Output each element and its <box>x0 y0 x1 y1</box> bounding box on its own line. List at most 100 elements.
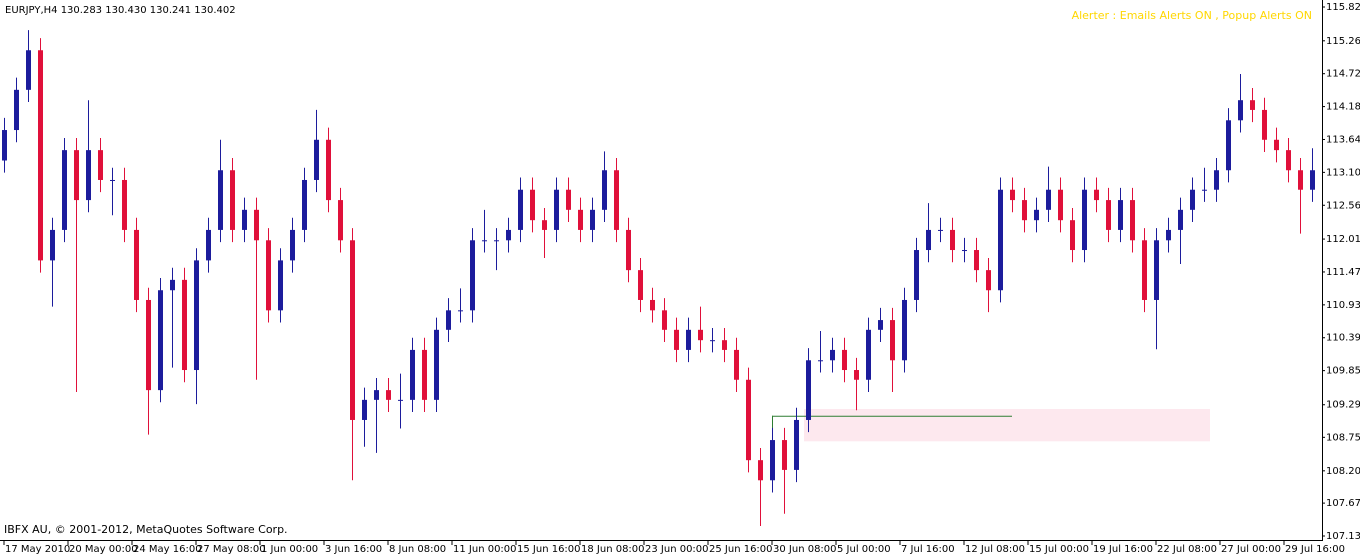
candle-body <box>1058 189 1063 221</box>
candle-body <box>938 229 943 231</box>
candle-body <box>566 189 571 210</box>
x-tick-label: 3 Jun 16:00 <box>325 544 382 555</box>
candle-body <box>842 349 847 371</box>
candle-body <box>962 250 967 252</box>
candle-body <box>782 440 787 470</box>
candle-body <box>890 320 895 361</box>
candle-body <box>278 260 283 311</box>
x-tick-label: 20 May 00:00 <box>69 544 138 555</box>
candle-body <box>338 200 343 241</box>
candle-body <box>230 170 235 230</box>
candle-body <box>1022 200 1027 221</box>
x-tick-label: 11 Jun 00:00 <box>453 544 517 555</box>
candle-body <box>1274 139 1279 151</box>
candle-body <box>110 179 115 181</box>
candle-body <box>1238 100 1243 121</box>
candle-body <box>1226 120 1231 171</box>
candle-body <box>74 150 79 201</box>
candle-body <box>290 229 295 261</box>
candle-body <box>1250 100 1255 110</box>
candle-body <box>98 150 103 180</box>
candle-body <box>1214 170 1219 190</box>
y-tick-label: 113.645 <box>1326 134 1360 145</box>
candle-body <box>1262 109 1267 140</box>
candle-body <box>1166 229 1171 241</box>
candle-body <box>818 360 823 362</box>
candle-body <box>830 349 835 361</box>
candle-body <box>542 220 547 230</box>
candle-body <box>86 150 91 201</box>
candle-body <box>638 270 643 300</box>
candle-body <box>386 390 391 400</box>
y-tick-label: 107.675 <box>1326 498 1360 509</box>
candle-body <box>662 310 667 330</box>
symbol-header: EURJPY,H4 130.283 130.430 130.241 130.40… <box>5 5 236 16</box>
candle-body <box>1310 170 1315 190</box>
candle-body <box>1082 189 1087 251</box>
candle-body <box>50 229 55 261</box>
candle-body <box>350 240 355 420</box>
candle-body <box>1106 200 1111 230</box>
y-tick-label: 112.565 <box>1326 200 1360 211</box>
candle-body <box>1178 209 1183 230</box>
candle-body <box>1130 200 1135 241</box>
candle-body <box>686 329 691 350</box>
candle-body <box>218 170 223 230</box>
candle-body <box>986 270 991 291</box>
candle-body <box>1118 200 1123 230</box>
y-tick-label: 114.185 <box>1326 102 1360 113</box>
y-tick-label: 115.820 <box>1326 2 1360 13</box>
candle-body <box>806 360 811 420</box>
candle-body <box>1070 220 1075 251</box>
y-tick-label: 111.470 <box>1326 267 1360 278</box>
x-tick-label: 8 Jun 08:00 <box>389 544 446 555</box>
candle-body <box>734 349 739 380</box>
candle-body <box>1010 189 1015 201</box>
y-tick-label: 108.205 <box>1326 466 1360 477</box>
x-tick-label: 24 May 16:00 <box>133 544 202 555</box>
x-tick-label: 12 Jul 08:00 <box>965 544 1025 555</box>
candle-body <box>770 440 775 481</box>
candle-body <box>1046 189 1051 210</box>
candle-body <box>182 279 187 371</box>
candle-body <box>26 50 31 90</box>
candle-body <box>326 139 331 201</box>
candle-body <box>398 399 403 401</box>
candle-body <box>950 229 955 251</box>
x-tick-label: 15 Jul 00:00 <box>1029 544 1089 555</box>
candle-body <box>434 329 439 400</box>
candle-body <box>926 229 931 251</box>
candle-body <box>410 349 415 400</box>
candle-body <box>38 50 43 261</box>
y-tick-label: 110.930 <box>1326 300 1360 311</box>
y-tick-label: 114.725 <box>1326 69 1360 80</box>
candle-body <box>722 340 727 350</box>
candle-body <box>614 170 619 230</box>
candle-body <box>506 229 511 241</box>
candle-body <box>518 189 523 230</box>
zone <box>804 409 1210 442</box>
candle-body <box>554 189 559 230</box>
candle-body <box>626 229 631 271</box>
candle-body <box>470 240 475 311</box>
x-tick-label: 30 Jun 08:00 <box>773 544 837 555</box>
y-tick-label: 109.850 <box>1326 366 1360 377</box>
candle-body <box>362 399 367 420</box>
candle-body <box>1298 170 1303 190</box>
candle-body <box>878 320 883 330</box>
candle-body <box>974 250 979 271</box>
candle-body <box>578 209 583 230</box>
x-tick-label: 23 Jun 00:00 <box>645 544 709 555</box>
candle-body <box>422 349 427 400</box>
candle-body <box>374 390 379 400</box>
candle-body <box>482 240 487 242</box>
candle-body <box>170 279 175 291</box>
candle-body <box>794 419 799 470</box>
candle-body <box>1286 150 1291 171</box>
candle-body <box>758 460 763 481</box>
candle-body <box>14 89 19 131</box>
x-tick-label: 27 Jul 00:00 <box>1221 544 1281 555</box>
